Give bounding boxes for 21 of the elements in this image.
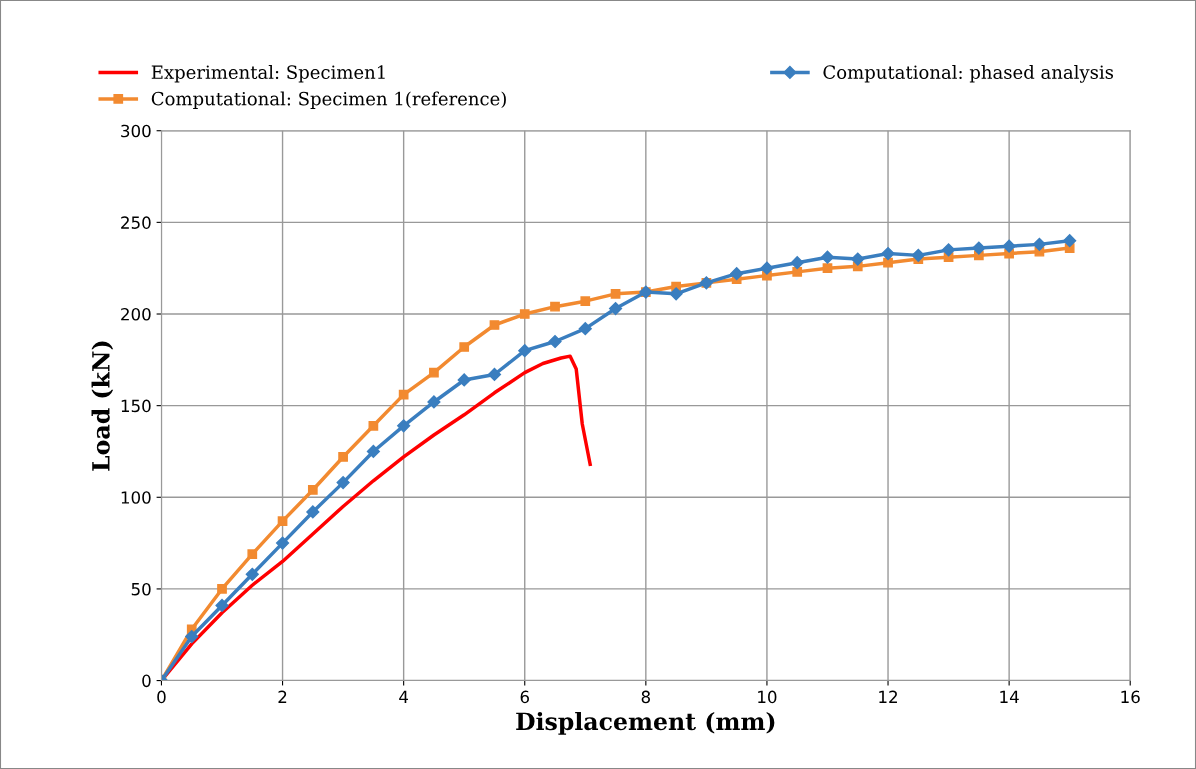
x-tick-label: 10: [758, 690, 777, 704]
y-tick-label: 250: [121, 216, 151, 229]
x-axis-title: Displacement (mm): [516, 711, 775, 735]
x-tick-label: 14: [1000, 690, 1019, 703]
y-tick-label: 50: [131, 582, 151, 596]
legend-label: Experimental: Specimen1: [151, 65, 385, 83]
x-tick-label: 8: [641, 690, 650, 704]
x-tick-label: 0: [157, 690, 166, 704]
y-tick-label: 0: [142, 674, 151, 688]
y-tick-label: 100: [121, 491, 151, 504]
x-tick-label: 6: [520, 690, 529, 704]
y-tick-label: 300: [121, 124, 151, 138]
legend-label: Computational: phased analysis: [823, 65, 1114, 83]
legend-label: Computational: Specimen 1(reference): [151, 91, 506, 109]
x-tick-label: 12: [879, 690, 897, 703]
y-tick-label: 200: [121, 307, 151, 321]
x-tick-label: 4: [399, 690, 409, 703]
y-tick-label: 150: [121, 399, 151, 413]
x-tick-label: 2: [278, 690, 287, 703]
x-tick-label: 16: [1121, 690, 1140, 704]
y-axis-title: Load (kN): [91, 341, 114, 471]
